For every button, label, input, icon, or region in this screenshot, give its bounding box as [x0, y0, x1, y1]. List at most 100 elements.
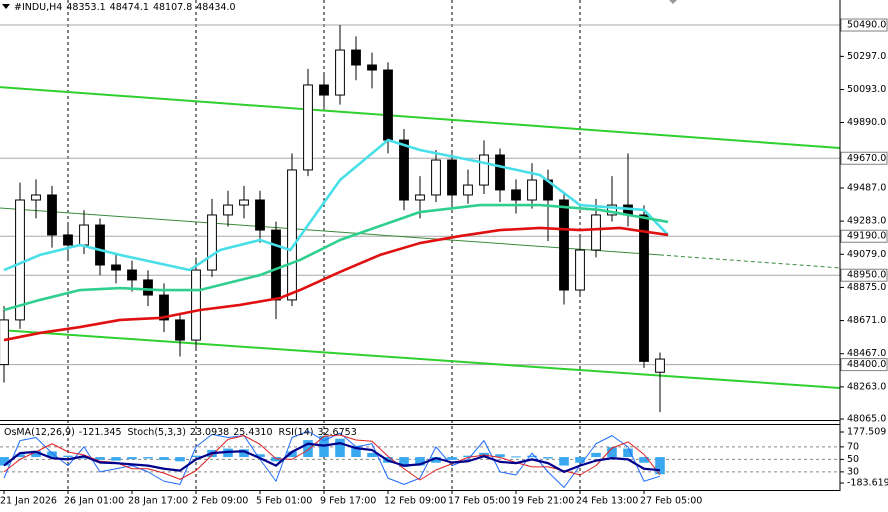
- osma-bar: [111, 457, 121, 461]
- level-label: 48950.0: [847, 270, 886, 281]
- candle-body: [47, 194, 57, 236]
- y-tick-label: 48467.0: [847, 348, 886, 359]
- osma-bar: [239, 449, 249, 458]
- osma-bar: [47, 451, 57, 458]
- menu-arrow[interactable]: [2, 4, 10, 9]
- candle-body: [479, 154, 489, 186]
- oscillator-pane: [0, 430, 840, 488]
- candle-body: [575, 249, 585, 291]
- osma-bar: [575, 457, 585, 463]
- candle-body: [495, 154, 505, 191]
- indicator-value: 25.4310: [233, 427, 272, 438]
- trend-line: [0, 328, 841, 389]
- osma-bar: [511, 456, 521, 458]
- candle-body: [287, 169, 297, 301]
- osma-bar: [463, 455, 473, 458]
- candle-body: [63, 234, 73, 246]
- x-tick-label: 24 Feb 13:00: [576, 496, 638, 507]
- candle-body: [271, 229, 281, 301]
- osma-bar: [495, 454, 505, 458]
- candle-body: [431, 159, 441, 196]
- moving-average: [3, 226, 669, 342]
- x-tick-label: 2 Feb 09:00: [192, 496, 248, 507]
- candle-body: [143, 279, 153, 296]
- osma-bar: [655, 457, 665, 475]
- level-label-box: [840, 268, 888, 282]
- candle-body: [15, 199, 25, 321]
- osma-bar: [335, 438, 345, 458]
- candle-body: [95, 224, 105, 266]
- trend-line: [0, 207, 661, 256]
- osma-bar: [431, 457, 441, 463]
- candle-body: [351, 49, 361, 66]
- osma-bar: [287, 451, 297, 458]
- candle-body: [335, 49, 345, 96]
- osma-bar: [591, 452, 601, 458]
- candle-body: [223, 204, 233, 216]
- candle-body: [447, 159, 457, 196]
- osma-bar: [95, 457, 105, 460]
- shift-marker: [669, 0, 677, 4]
- y-tick-label: 49079.0: [847, 249, 886, 260]
- candle-body: [399, 139, 409, 201]
- x-tick-label: 17 Feb 05:00: [448, 496, 510, 507]
- osma-bar: [447, 457, 457, 460]
- osma-bar: [399, 457, 409, 467]
- trend-line: [0, 86, 841, 150]
- x-tick-label: 28 Jan 17:00: [128, 496, 188, 507]
- indicator-name: OsMA(12,26,9): [4, 427, 75, 438]
- indicator-value: -121.345: [79, 427, 122, 438]
- level-label: 48400.0: [847, 359, 886, 370]
- candle-body: [111, 264, 121, 271]
- osma-bar: [143, 457, 153, 459]
- x-tick-label: 27 Feb 05:00: [640, 496, 702, 507]
- y-tick-label: 48065.0: [847, 414, 886, 425]
- candle-body: [0, 319, 9, 366]
- indicator-name: RSI(14): [279, 427, 314, 438]
- osma-bar: [639, 457, 649, 463]
- osma-bar: [175, 457, 185, 462]
- level-label: 50490.0: [847, 20, 886, 31]
- level-label-box: [840, 18, 888, 32]
- osma-bar: [63, 455, 73, 458]
- y-tick-label: 50093.0: [847, 84, 886, 95]
- osma-bar: [255, 454, 265, 458]
- y-tick-label: 49487.0: [847, 182, 886, 193]
- trend-line: [659, 254, 841, 269]
- candle-body: [255, 199, 265, 231]
- osma-bar: [527, 455, 537, 458]
- level-label: 49670.0: [847, 153, 886, 164]
- osma-bar: [303, 440, 313, 458]
- oscillator-line: [3, 430, 661, 488]
- level-label-box: [840, 151, 888, 165]
- candle-body: [511, 189, 521, 201]
- candle-body: [239, 199, 249, 206]
- x-tick-label: 12 Feb 09:00: [384, 496, 446, 507]
- y-tick-label: 177.509: [847, 426, 886, 437]
- x-tick-label: 26 Jan 01:00: [64, 496, 124, 507]
- y-tick-label: 49890.0: [847, 117, 886, 128]
- y-tick-label: -183.619: [847, 478, 888, 489]
- oscillator-line: [3, 442, 661, 473]
- osma-bar: [79, 457, 89, 459]
- candle-body: [655, 358, 665, 373]
- ohlc-value: 48107.8: [153, 2, 192, 13]
- osma-bar: [415, 457, 425, 466]
- y-tick-label: 48875.0: [847, 282, 886, 293]
- x-tick-label: 19 Feb 21:00: [512, 496, 574, 507]
- candle-body: [415, 194, 425, 201]
- level-label-box: [840, 358, 888, 372]
- level-label-box: [840, 229, 888, 243]
- candle-body: [31, 194, 41, 201]
- y2-tick-label: 70: [847, 441, 859, 452]
- symbol: #INDU,H4: [14, 2, 62, 13]
- symbol-header: #INDU,H4 48353.1 48474.1 48107.8 48434.0: [14, 2, 236, 13]
- price-pane: [0, 0, 841, 490]
- indicator-value: 23.0938: [190, 427, 229, 438]
- y2-tick-label: 50: [847, 454, 859, 465]
- candle-body: [79, 224, 89, 246]
- x-tick-label: 9 Feb 17:00: [320, 496, 376, 507]
- candle-body: [303, 84, 313, 171]
- osma-bar: [31, 450, 41, 458]
